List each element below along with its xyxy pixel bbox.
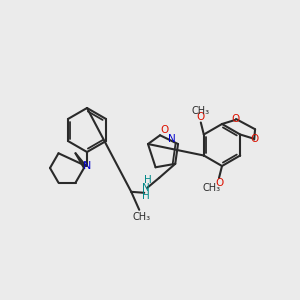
Text: O: O bbox=[215, 178, 223, 188]
Text: O: O bbox=[250, 134, 258, 145]
Text: N: N bbox=[168, 134, 176, 144]
Text: CH₃: CH₃ bbox=[132, 212, 150, 222]
Text: O: O bbox=[160, 125, 168, 135]
Text: N: N bbox=[83, 161, 91, 171]
Text: H: H bbox=[142, 191, 150, 201]
Text: O: O bbox=[232, 114, 240, 124]
Text: N: N bbox=[142, 183, 150, 193]
Text: H: H bbox=[144, 175, 152, 185]
Text: O: O bbox=[197, 112, 205, 122]
Text: CH₃: CH₃ bbox=[192, 106, 210, 116]
Text: CH₃: CH₃ bbox=[203, 183, 221, 193]
